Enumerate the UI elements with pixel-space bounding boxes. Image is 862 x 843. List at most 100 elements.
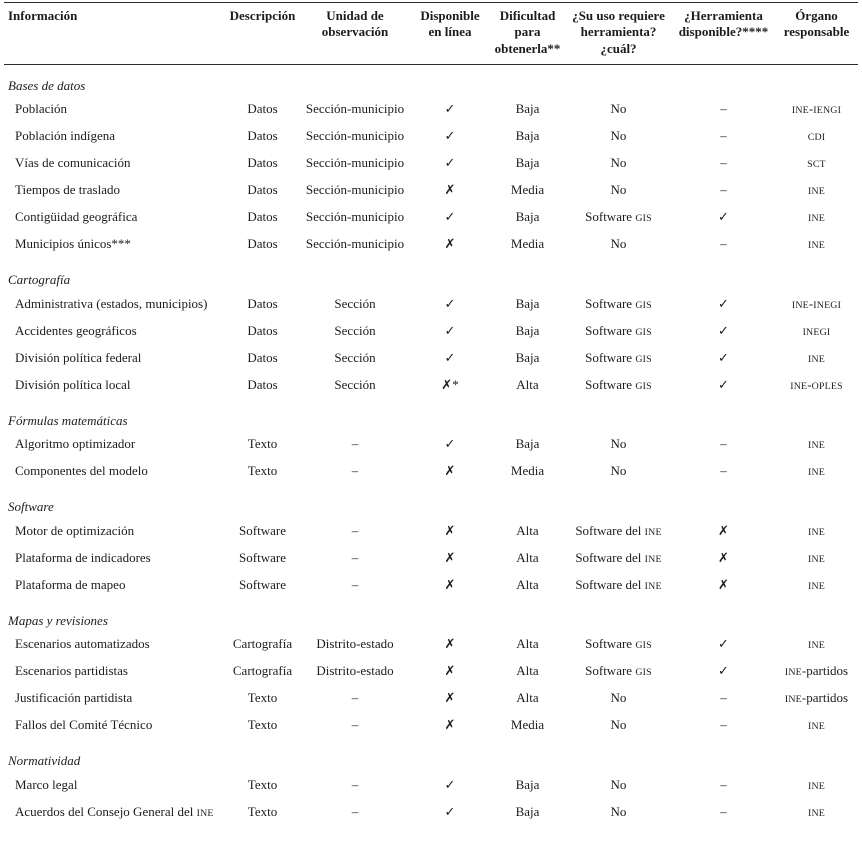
data-cell: Baja <box>515 295 540 311</box>
acronym-text: INE <box>807 721 826 733</box>
data-cell: – <box>720 436 727 452</box>
acronym-text: INE <box>644 553 662 565</box>
data-cell: INE-OPLES <box>790 376 843 392</box>
acronym-text: GIS <box>635 353 652 365</box>
table-header: Información Descripción Unidad de observac… <box>4 2 858 65</box>
row-label-cell: Población indígena <box>15 128 116 144</box>
acronym-text: INE <box>807 213 826 225</box>
table-row: Población Datos Sección-municipio ✓ Baja No – I… <box>4 97 858 124</box>
table-row: Algoritmo optimizador Texto – ✓ Baja No – INE <box>4 432 858 459</box>
row-label-cell: Tiempos de traslado <box>15 182 120 198</box>
acronym-text: INE <box>644 526 662 538</box>
row-label-cell: Municipios únicos*** <box>15 236 131 252</box>
acronym-text: INE <box>807 640 826 652</box>
table-row: Tiempos de traslado Datos Sección-municipi… <box>4 178 858 205</box>
row-label-cell: Algoritmo optimizador <box>15 436 136 452</box>
data-cell: ✗ <box>444 522 456 538</box>
data-cell: Alta <box>516 522 539 538</box>
data-cell: Software <box>239 576 286 592</box>
table-row: Componentes del modelo Texto – ✗ Media No – INE <box>4 459 858 486</box>
data-cell: ✓ <box>718 349 729 365</box>
table-row: Contigüidad geográfica Datos Sección-munic… <box>4 205 858 232</box>
data-cell: ✓ <box>718 322 729 338</box>
data-cell: Sección-municipio <box>305 182 405 198</box>
data-cell: ✗ <box>718 576 729 592</box>
data-cell: INE-IENGI <box>791 101 842 117</box>
data-cell: ✗ <box>444 690 456 706</box>
data-cell: Cartografía <box>232 636 293 652</box>
acronym-text: INE <box>807 580 826 592</box>
section-title-row: Mapas y revisiones <box>4 600 858 633</box>
row-label-cell: Componentes del modelo <box>15 463 148 479</box>
acronym-text: INE <box>807 467 826 479</box>
data-cell: Datos <box>247 155 278 171</box>
data-cell: Sección-municipio <box>305 236 405 252</box>
acronym-text: INE <box>644 580 662 592</box>
acronym-text: GIS <box>635 380 652 392</box>
data-cell: ✓ <box>718 663 729 679</box>
data-cell: ✓ <box>444 128 456 144</box>
data-cell: Datos <box>247 101 278 117</box>
acronym-text: IENGI <box>813 105 842 117</box>
row-label-cell: Vías de comunicación <box>15 155 131 171</box>
section-title: Normatividad <box>8 753 81 769</box>
section-title: Cartografía <box>8 272 71 288</box>
data-cell: – <box>351 549 359 565</box>
data-cell: No <box>610 804 627 820</box>
row-label-cell: Plataforma de mapeo <box>15 576 126 592</box>
data-cell: – <box>351 576 359 592</box>
data-cell: – <box>351 717 359 733</box>
data-cell: Software del INE <box>575 576 662 592</box>
data-cell: Distrito-estado <box>316 663 394 679</box>
section-title-row: Software <box>4 486 858 519</box>
data-cell: Baja <box>515 209 540 225</box>
row-label-cell: Justificación partidista <box>15 690 133 706</box>
data-cell: ✗* <box>441 376 459 392</box>
data-cell: ✗ <box>444 636 456 652</box>
data-cell: Alta <box>516 636 539 652</box>
row-label-cell: Fallos del Comité Técnico <box>15 717 153 733</box>
data-cell: Cartografía <box>232 663 293 679</box>
column-header: ¿Herramienta disponible?**** <box>672 2 775 65</box>
data-cell: Baja <box>515 322 540 338</box>
acronym-text: GIS <box>635 213 652 225</box>
data-cell: ✓ <box>444 209 456 225</box>
acronym-text: INE <box>807 440 826 452</box>
data-cell: – <box>351 436 359 452</box>
table-row: División política local Datos Sección ✗* Alt… <box>4 373 858 400</box>
data-cell: – <box>720 690 727 706</box>
data-cell: Datos <box>247 128 278 144</box>
data-cell: – <box>720 717 727 733</box>
data-cell: ✓ <box>718 376 729 392</box>
data-cell: Datos <box>247 236 278 252</box>
row-label-cell: División política local <box>15 376 131 392</box>
data-cell: Baja <box>515 155 540 171</box>
acronym-text: INE <box>807 781 826 793</box>
header-row: Información Descripción Unidad de observac… <box>4 2 858 65</box>
acronym-text: GIS <box>635 667 652 679</box>
data-cell: ✓ <box>444 804 456 820</box>
table-row: Población indígena Datos Sección-municipio… <box>4 124 858 151</box>
data-cell: INE <box>775 713 858 740</box>
data-cell: Media <box>510 236 545 252</box>
data-cell: Texto <box>247 717 278 733</box>
row-label-cell: Acuerdos del Consejo General del INE <box>15 804 214 820</box>
data-cell: Baja <box>515 436 540 452</box>
data-cell: – <box>720 777 727 793</box>
data-cell: ✗ <box>444 182 456 198</box>
data-cell: No <box>610 101 627 117</box>
data-cell: Software del INE <box>575 549 662 565</box>
data-cell: ✓ <box>718 636 729 652</box>
table-row: Acuerdos del Consejo General del INE Text… <box>4 800 858 827</box>
acronym-text: GIS <box>635 299 652 311</box>
data-cell: ✓ <box>444 101 456 117</box>
data-cell: Software GIS <box>585 376 652 392</box>
data-cell: INE-INEGI <box>791 295 842 311</box>
data-cell: Sección-municipio <box>305 155 405 171</box>
data-cell: Texto <box>247 777 278 793</box>
acronym-text: INE <box>791 299 809 311</box>
data-table: Información Descripción Unidad de observac… <box>4 2 858 843</box>
table-row: Plataforma de indicadores Software – ✗ Alta S… <box>4 546 858 573</box>
data-cell: Baja <box>515 101 540 117</box>
data-cell: INE <box>775 432 858 459</box>
